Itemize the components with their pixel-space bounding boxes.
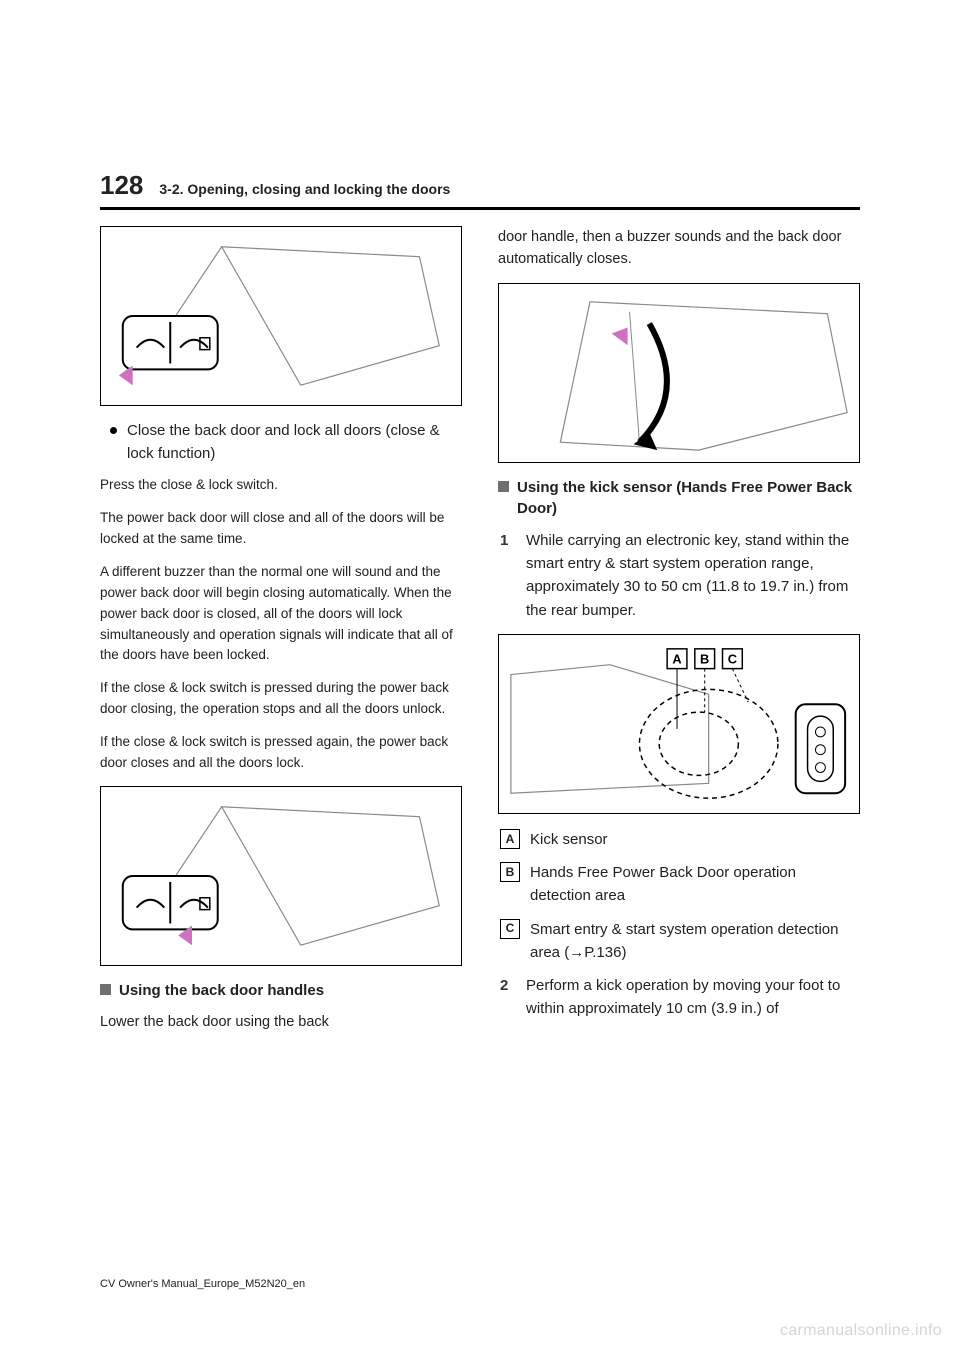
- para-again: If the close & lock switch is pressed ag…: [100, 732, 462, 774]
- svg-text:B: B: [700, 652, 709, 667]
- content-columns: Close the back door and lock all doors (…: [100, 226, 860, 1046]
- page-header: 128 3-2. Opening, closing and locking th…: [100, 170, 860, 201]
- label-a-row: A Kick sensor: [498, 828, 860, 851]
- header-rule: [100, 207, 860, 210]
- label-box-c: C: [500, 919, 520, 939]
- page-root: 128 3-2. Opening, closing and locking th…: [0, 0, 960, 1046]
- subhead-kick-sensor: Using the kick sensor (Hands Free Power …: [498, 477, 860, 519]
- figure-svg: A B C: [499, 635, 859, 813]
- bullet-icon: [110, 427, 117, 434]
- section-title: 3-2. Opening, closing and locking the do…: [159, 181, 450, 197]
- step-number: 2: [500, 974, 514, 1021]
- square-marker-icon: [100, 984, 111, 995]
- para-stops: If the close & lock switch is pressed du…: [100, 678, 462, 720]
- para-press-switch: Press the close & lock switch.: [100, 475, 462, 496]
- para-will-close: The power back door will close and all o…: [100, 508, 462, 550]
- step-text: Perform a kick operation by moving your …: [526, 974, 860, 1021]
- step-number: 1: [500, 529, 514, 622]
- step-2: 2 Perform a kick operation by moving you…: [498, 974, 860, 1021]
- label-c-text: Smart entry & start system operation det…: [530, 918, 860, 965]
- para-door-handle-cont: door handle, then a buzzer sounds and th…: [498, 226, 860, 271]
- right-column: door handle, then a buzzer sounds and th…: [498, 226, 860, 1046]
- figure-svg: [499, 284, 859, 462]
- svg-text:C: C: [728, 652, 737, 667]
- subhead-text: Using the back door handles: [119, 980, 324, 1001]
- watermark: carmanualsonline.info: [780, 1322, 942, 1340]
- figure-svg: [101, 227, 461, 405]
- svg-text:A: A: [672, 652, 681, 667]
- figure-close-lock-switch-2: [100, 786, 462, 966]
- label-b-row: B Hands Free Power Back Door operation d…: [498, 861, 860, 908]
- para-buzzer: A different buzzer than the normal one w…: [100, 562, 462, 667]
- label-b-text: Hands Free Power Back Door operation det…: [530, 861, 860, 908]
- label-box-b: B: [500, 862, 520, 882]
- label-a-text: Kick sensor: [530, 828, 860, 851]
- figure-svg: [101, 787, 461, 965]
- subhead-text: Using the kick sensor (Hands Free Power …: [517, 477, 860, 519]
- subhead-back-door-handles: Using the back door handles: [100, 980, 462, 1001]
- bullet-close-lock: Close the back door and lock all doors (…: [100, 420, 462, 465]
- figure-back-door-handle: [498, 283, 860, 463]
- square-marker-icon: [498, 481, 509, 492]
- para-lower-door: Lower the back door using the back: [100, 1011, 462, 1033]
- bullet-text: Close the back door and lock all doors (…: [127, 420, 462, 465]
- left-column: Close the back door and lock all doors (…: [100, 226, 462, 1046]
- step-text: While carrying an electronic key, stand …: [526, 529, 860, 622]
- footer-text: CV Owner's Manual_Europe_M52N20_en: [100, 1278, 305, 1290]
- figure-close-lock-switch-1: [100, 226, 462, 406]
- figure-kick-sensor-range: A B C: [498, 634, 860, 814]
- label-box-a: A: [500, 829, 520, 849]
- label-c-post: P.136): [584, 944, 626, 961]
- label-c-row: C Smart entry & start system operation d…: [498, 918, 860, 965]
- step-1: 1 While carrying an electronic key, stan…: [498, 529, 860, 622]
- page-number: 128: [100, 170, 143, 201]
- arrow-icon: →: [569, 944, 584, 961]
